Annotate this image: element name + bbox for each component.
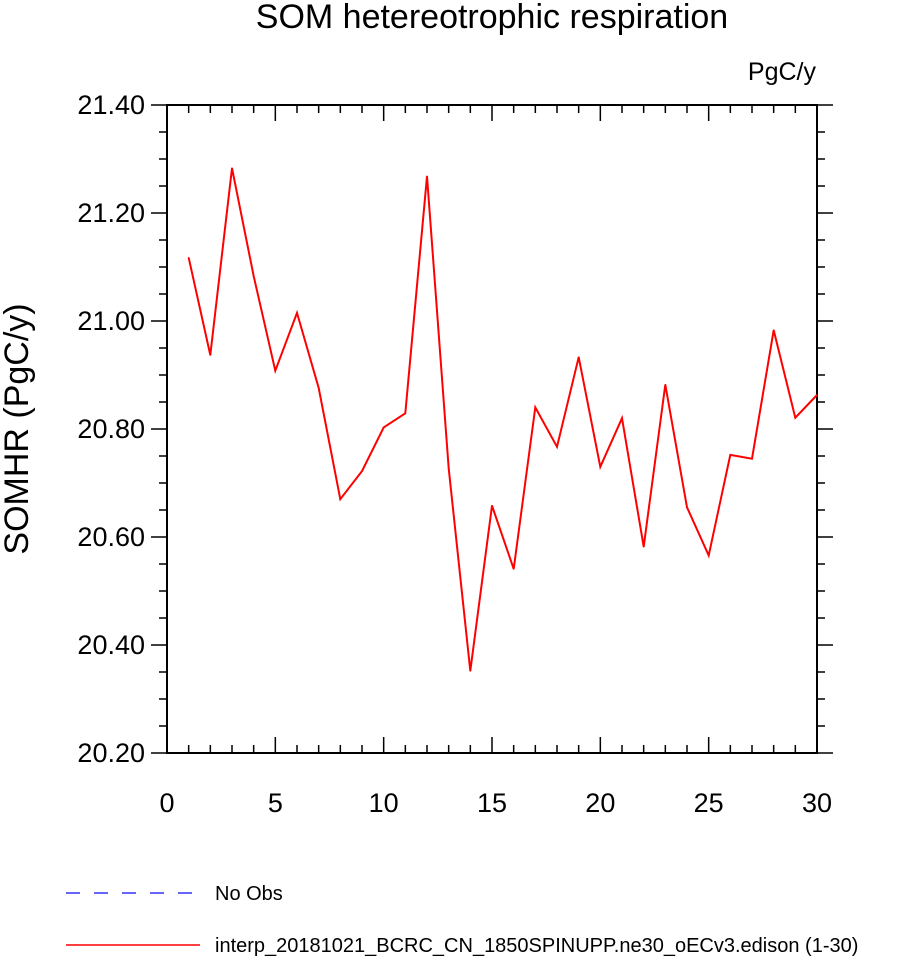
legend-label-no-obs: No Obs — [215, 883, 283, 905]
data-point — [361, 470, 363, 472]
data-point — [274, 369, 277, 372]
axis-ticks: 0 5 10 15 20 25 30 20.20 20.40 20.60 20.80 21.00 21.… — [77, 90, 833, 818]
series-layer — [187, 167, 818, 672]
data-point — [534, 406, 537, 409]
y-tick-label: 20.40 — [77, 630, 145, 660]
data-point — [599, 466, 602, 468]
series-line-0 — [187, 168, 818, 672]
data-point — [252, 275, 255, 277]
data-point — [231, 167, 233, 169]
data-point — [642, 545, 645, 548]
data-point — [729, 454, 732, 456]
y-axis-label: SOMHR (PgC/y) — [0, 303, 36, 554]
data-point — [469, 670, 472, 672]
data-point — [209, 354, 212, 356]
data-point — [707, 554, 710, 557]
data-point — [491, 504, 493, 507]
data-point — [664, 383, 667, 386]
data-point — [382, 426, 385, 429]
x-tick-label: 10 — [369, 788, 399, 818]
data-point — [556, 446, 558, 448]
data-point — [621, 417, 623, 420]
data-point — [426, 175, 428, 178]
data-point — [447, 467, 450, 470]
data-point — [772, 329, 775, 331]
data-point — [686, 506, 688, 509]
y-tick-label: 21.20 — [77, 198, 145, 228]
x-tick-label: 30 — [802, 788, 832, 818]
legend: No Obs interp_20181021_BCRC_CN_1850SPINU… — [66, 883, 858, 957]
plot-frame — [166, 104, 818, 754]
data-point — [404, 412, 407, 415]
data-point — [512, 568, 515, 570]
data-point — [339, 498, 342, 501]
y-tick-label: 21.00 — [77, 306, 145, 336]
data-point — [751, 457, 753, 460]
y-tick-label: 20.60 — [77, 522, 145, 552]
x-tick-label: 20 — [585, 788, 615, 818]
data-point — [816, 394, 818, 396]
units-label: PgC/y — [748, 58, 817, 86]
y-tick-label: 20.80 — [77, 414, 145, 444]
y-tick-label: 20.20 — [77, 738, 145, 768]
x-tick-label: 15 — [477, 788, 507, 818]
legend-label-model: interp_20181021_BCRC_CN_1850SPINUPP.ne30… — [215, 935, 858, 957]
y-tick-label: 21.40 — [77, 90, 145, 120]
data-point — [296, 312, 298, 314]
x-tick-label: 0 — [159, 788, 174, 818]
data-point — [317, 387, 320, 389]
data-point — [577, 356, 580, 358]
x-tick-label: 5 — [268, 788, 283, 818]
data-point — [187, 257, 190, 259]
data-point — [794, 416, 797, 419]
chart-title: SOM hetereotrophic respiration — [256, 0, 728, 36]
x-tick-label: 25 — [694, 788, 724, 818]
